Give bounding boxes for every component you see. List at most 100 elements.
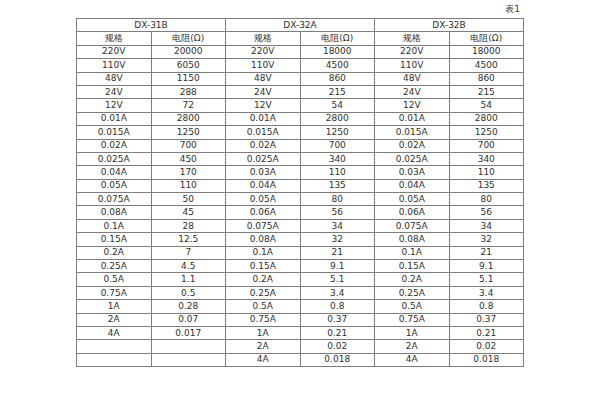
spec-cell: 1A [375,326,450,339]
table-row: 0.75A0.50.25A3.40.25A3.4 [77,286,524,299]
spec-cell: 0.015A [77,126,152,139]
spec-cell: 0.2A [77,246,152,259]
spec-cell: 4A [375,353,450,366]
resistance-cell: 0.02 [300,340,375,353]
resistance-cell: 0.37 [449,313,524,326]
resistance-cell: 9.1 [300,260,375,273]
spec-cell: 0.1A [375,246,450,259]
table-row: 4A0.0184A0.018 [77,353,524,366]
spec-cell: 0.025A [375,152,450,165]
resistance-cell: 0.5 [151,286,226,299]
spec-cell: 48V [226,72,301,85]
spec-cell: 0.08A [226,233,301,246]
table-row: 2A0.070.75A0.370.75A0.37 [77,313,524,326]
resistance-cell: 110 [449,166,524,179]
spec-cell: 12V [77,99,152,112]
spec-cell: 0.04A [77,166,152,179]
resistance-cell: 2800 [151,112,226,125]
spec-cell: 0.75A [375,313,450,326]
resistance-cell: 5.1 [449,273,524,286]
spec-cell: 4A [77,326,152,339]
resistance-cell: 0.21 [449,326,524,339]
spec-header-0: 规格 [77,32,152,45]
table-row: 0.01A28000.01A28000.01A2800 [77,112,524,125]
spec-cell: 220V [77,45,152,58]
spec-cell: 220V [226,45,301,58]
resistance-cell: 6050 [151,59,226,72]
resistance-cell: 32 [449,233,524,246]
group-header-dx-32b: DX-32B [375,19,524,32]
table-row: 0.15A12.50.08A320.08A32 [77,233,524,246]
resistance-cell: 1250 [151,126,226,139]
spec-cell: 0.08A [375,233,450,246]
resistance-cell: 56 [449,206,524,219]
group-header-dx-32a: DX-32A [226,19,375,32]
table-row: 0.025A4500.025A3400.025A340 [77,152,524,165]
spec-cell: 48V [375,72,450,85]
resistance-cell: 860 [449,72,524,85]
spec-cell: 0.1A [77,219,152,232]
table-row: 110V6050110V4500110V4500 [77,59,524,72]
spec-cell: 0.015A [226,126,301,139]
spec-cell: 0.25A [77,260,152,273]
spec-cell [77,340,152,353]
resistance-cell: 0.37 [300,313,375,326]
resistance-cell: 0.21 [300,326,375,339]
resistance-cell: 0.018 [449,353,524,366]
spec-cell: 0.25A [226,286,301,299]
spec-cell: 48V [77,72,152,85]
spec-cell: 24V [375,85,450,98]
resistance-cell: 56 [300,206,375,219]
resistance-header-0: 电阻(Ω) [151,32,226,45]
resistance-cell: 34 [449,219,524,232]
table-row: 0.05A1100.04A1350.04A135 [77,179,524,192]
resistance-cell: 20000 [151,45,226,58]
spec-cell: 0.25A [375,286,450,299]
table-row: 24V28824V21524V215 [77,85,524,98]
spec-cell: 0.15A [77,233,152,246]
resistance-cell: 1250 [449,126,524,139]
table-row: 0.08A450.06A560.06A56 [77,206,524,219]
resistance-cell: 4.5 [151,260,226,273]
spec-cell: 0.03A [375,166,450,179]
table-caption: 表1 [505,3,520,16]
resistance-cell: 1150 [151,72,226,85]
resistance-cell: 32 [300,233,375,246]
table-body: 220V20000220V18000220V18000110V6050110V4… [77,45,524,366]
group-header-row: DX-31BDX-32ADX-32B [77,19,524,32]
resistance-cell: 2800 [300,112,375,125]
table-row: 0.04A1700.03A1100.03A110 [77,166,524,179]
resistance-cell: 110 [151,179,226,192]
spec-cell: 0.04A [375,179,450,192]
resistance-cell: 700 [449,139,524,152]
spec-cell: 0.15A [226,260,301,273]
resistance-cell: 54 [300,99,375,112]
table-row: 0.1A280.075A340.075A34 [77,219,524,232]
group-header-dx-31b: DX-31B [77,19,226,32]
spec-cell: 1A [77,300,152,313]
table-row: 0.5A1.10.2A5.10.2A5.1 [77,273,524,286]
resistance-cell: 0.018 [300,353,375,366]
spec-cell: 24V [77,85,152,98]
resistance-cell: 215 [300,85,375,98]
spec-cell: 110V [226,59,301,72]
spec-cell: 0.05A [375,193,450,206]
resistance-header-1: 电阻(Ω) [300,32,375,45]
spec-cell: 0.015A [375,126,450,139]
table-row: 0.02A7000.02A7000.02A700 [77,139,524,152]
resistance-cell: 340 [300,152,375,165]
resistance-cell: 50 [151,193,226,206]
resistance-cell: 3.4 [449,286,524,299]
spec-cell: 12V [375,99,450,112]
spec-cell: 2A [226,340,301,353]
spec-cell: 0.075A [375,219,450,232]
spec-cell: 2A [77,313,152,326]
spec-cell: 0.2A [375,273,450,286]
resistance-cell [151,340,226,353]
subheader-row: 规格电阻(Ω)规格电阻(Ω)规格电阻(Ω) [77,32,524,45]
table-row: 4A0.0171A0.211A0.21 [77,326,524,339]
spec-cell: 0.075A [77,193,152,206]
spec-cell: 12V [226,99,301,112]
resistance-cell: 700 [151,139,226,152]
resistance-cell [151,353,226,366]
